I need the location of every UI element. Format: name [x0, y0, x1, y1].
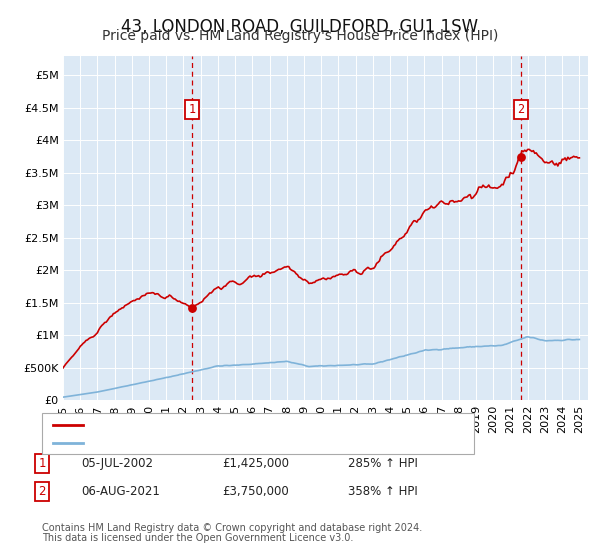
Text: 358% ↑ HPI: 358% ↑ HPI — [348, 485, 418, 498]
Text: 43, LONDON ROAD, GUILDFORD, GU1 1SW (detached house): 43, LONDON ROAD, GUILDFORD, GU1 1SW (det… — [87, 418, 446, 431]
Text: 1: 1 — [38, 456, 46, 470]
Text: Contains HM Land Registry data © Crown copyright and database right 2024.: Contains HM Land Registry data © Crown c… — [42, 523, 422, 533]
Point — [187, 304, 197, 312]
Text: Price paid vs. HM Land Registry's House Price Index (HPI): Price paid vs. HM Land Registry's House … — [102, 29, 498, 43]
Text: 06-AUG-2021: 06-AUG-2021 — [81, 485, 160, 498]
Text: This data is licensed under the Open Government Licence v3.0.: This data is licensed under the Open Gov… — [42, 533, 353, 543]
Text: 43, LONDON ROAD, GUILDFORD, GU1 1SW: 43, LONDON ROAD, GUILDFORD, GU1 1SW — [121, 18, 479, 36]
Text: HPI: Average price, detached house, Guildford: HPI: Average price, detached house, Guil… — [87, 436, 359, 449]
Text: 1: 1 — [189, 103, 196, 116]
Text: 05-JUL-2002: 05-JUL-2002 — [81, 456, 153, 470]
Point — [516, 152, 526, 161]
Text: 2: 2 — [38, 485, 46, 498]
Text: £1,425,000: £1,425,000 — [222, 456, 289, 470]
Text: 285% ↑ HPI: 285% ↑ HPI — [348, 456, 418, 470]
Text: 2: 2 — [517, 103, 524, 116]
Text: £3,750,000: £3,750,000 — [222, 485, 289, 498]
